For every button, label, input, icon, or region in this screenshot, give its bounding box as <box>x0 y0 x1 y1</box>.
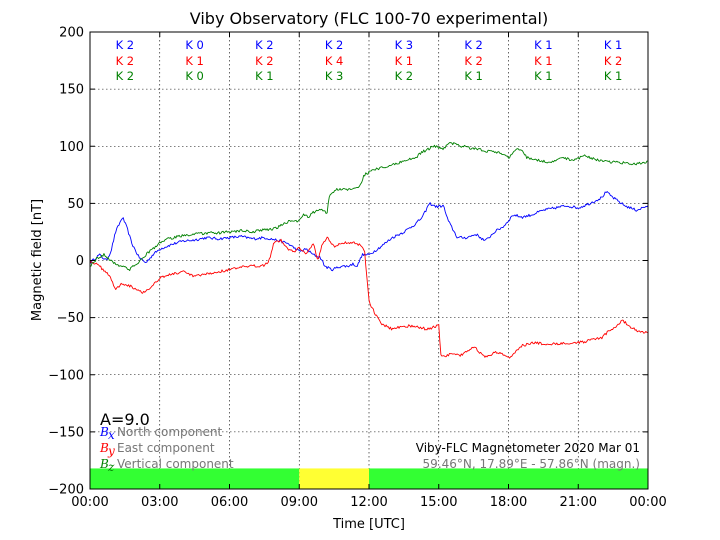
k-index-x: K 1 <box>534 38 553 52</box>
legend-subscript: y <box>107 444 115 458</box>
x-tick-label: 15:00 <box>420 495 457 510</box>
k-index-z: K 2 <box>116 69 135 83</box>
activity-segment <box>90 468 300 489</box>
x-tick-label: 21:00 <box>560 495 597 510</box>
y-tick-label: −150 <box>48 425 84 440</box>
k-index-y: K 2 <box>604 54 623 68</box>
x-tick-label: 09:00 <box>281 495 318 510</box>
activity-segment <box>299 468 369 489</box>
series-line-z <box>89 142 649 272</box>
y-tick-label: −100 <box>48 368 84 383</box>
k-index-x: K 2 <box>116 38 135 52</box>
x-tick-label: 03:00 <box>141 495 178 510</box>
y-tick-label: 100 <box>59 140 84 155</box>
y-tick-label: 0 <box>76 254 84 269</box>
k-index-x: K 2 <box>464 38 483 52</box>
k-index-y: K 1 <box>395 54 414 68</box>
k-index-x: K 3 <box>395 38 414 52</box>
grid-lines <box>90 32 648 489</box>
legend-label: East component <box>117 441 215 455</box>
x-tick-label: 12:00 <box>350 495 387 510</box>
k-index-z: K 3 <box>325 69 344 83</box>
legend-symbol: B <box>99 425 109 439</box>
k-index-y: K 2 <box>464 54 483 68</box>
chart-title: Viby Observatory (FLC 100-70 experimenta… <box>190 9 549 28</box>
k-index-x: K 1 <box>604 38 623 52</box>
x-tick-label: 00:00 <box>71 495 108 510</box>
x-tick-label: 00:00 <box>629 495 666 510</box>
k-index-y: K 2 <box>116 54 135 68</box>
k-index-y: K 1 <box>185 54 204 68</box>
y-axis-title: Magnetic field [nT] <box>30 199 45 321</box>
a-index-label: A=9.0 <box>100 410 150 429</box>
k-index-z: K 1 <box>255 69 274 83</box>
legend-symbol: B <box>99 441 109 455</box>
k-index-z: K 2 <box>395 69 414 83</box>
legend-label: Vertical component <box>117 457 234 471</box>
k-index-y: K 4 <box>325 54 344 68</box>
legend-subscript: z <box>107 460 115 474</box>
y-tick-label: 50 <box>67 197 84 212</box>
k-index-z: K 1 <box>464 69 483 83</box>
x-axis-title: Time [UTC] <box>332 517 405 532</box>
activity-segment <box>369 468 648 489</box>
y-tick-label: 200 <box>59 26 84 41</box>
axis-ticks: 00:00 03:00 06:00 09:00 12:00 15:00 18:00 21:00… <box>48 26 666 511</box>
y-tick-label: −50 <box>57 311 84 326</box>
k-index-x: K 2 <box>255 38 274 52</box>
legend-label: North component <box>117 425 223 439</box>
data-series <box>89 142 649 359</box>
series-line-y <box>89 236 649 359</box>
series-line-x <box>89 191 649 272</box>
magnetometer-info: Viby-FLC Magnetometer 2020 Mar 01 <box>416 441 640 455</box>
y-tick-label: 150 <box>59 83 84 98</box>
k-index-z: K 1 <box>604 69 623 83</box>
legend-subscript: x <box>108 428 115 442</box>
legend-symbol: B <box>99 457 109 471</box>
k-index-x: K 2 <box>325 38 344 52</box>
x-tick-label: 18:00 <box>490 495 527 510</box>
activity-bar <box>90 468 648 489</box>
y-tick-label: −200 <box>48 483 84 498</box>
k-index-y: K 2 <box>255 54 274 68</box>
k-index-y: K 1 <box>534 54 553 68</box>
k-index-x: K 0 <box>185 38 204 52</box>
location-info: 59.46°N, 17.89°E - 57.86°N (magn.) <box>423 457 640 471</box>
k-index-z: K 0 <box>185 69 204 83</box>
x-tick-label: 06:00 <box>211 495 248 510</box>
k-index-z: K 1 <box>534 69 553 83</box>
